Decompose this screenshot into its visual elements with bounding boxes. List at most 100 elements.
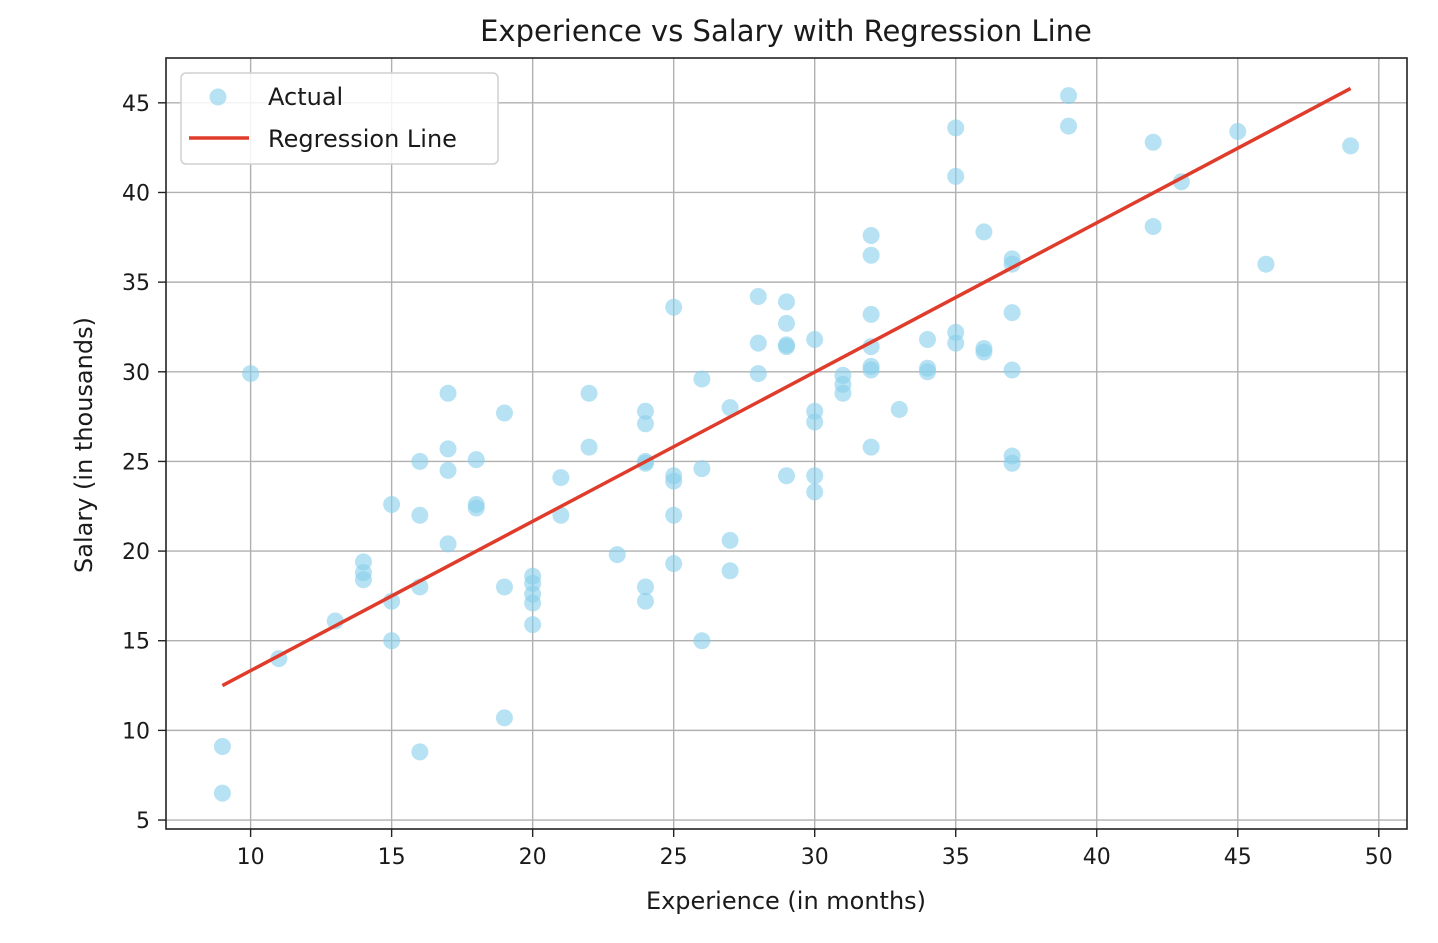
y-tick-label: 20 [122,540,150,565]
data-point [1257,255,1275,273]
data-point [919,331,937,349]
chart-title: Experience vs Salary with Regression Lin… [480,14,1092,48]
data-point [665,555,683,573]
data-point [1144,133,1162,151]
data-point [636,578,654,596]
data-point [383,495,401,513]
y-tick-label: 5 [136,809,150,834]
data-point [806,483,824,501]
data-point [862,227,880,245]
data-point [693,460,711,478]
data-point [411,506,429,524]
x-tick-label: 10 [237,845,265,870]
data-point [1003,361,1021,379]
x-tick-label: 45 [1224,845,1252,870]
data-point [495,709,513,727]
data-point [580,384,598,402]
data-point [552,506,570,524]
data-point [439,535,457,553]
data-point [552,469,570,487]
data-point [665,472,683,490]
data-point [862,305,880,323]
data-point [778,314,795,332]
data-point [608,546,626,564]
data-point [806,331,824,349]
data-point [665,506,683,524]
data-point [467,499,485,517]
data-point [919,363,937,381]
data-point [975,223,993,241]
y-tick-label: 10 [122,719,150,744]
legend: Actual Regression Line [180,72,499,165]
legend-regression-label: Regression Line [268,125,457,153]
data-point [1144,218,1162,236]
data-point [439,461,457,479]
data-point [834,384,852,402]
y-axis-label: Salary (in thousands) [70,317,98,573]
data-point [383,632,401,650]
data-point [947,119,965,137]
data-point [721,562,739,580]
data-point [1003,304,1021,322]
y-tick-label: 15 [122,630,150,655]
data-point [1229,123,1247,141]
data-point [721,531,739,549]
scatter-points [213,87,1360,802]
data-point [862,338,880,356]
x-tick-label: 35 [942,845,970,870]
regression-line-layer [221,86,1352,688]
plot-area-frame [165,57,1408,830]
x-tick-label: 20 [519,845,547,870]
data-point [636,592,654,610]
data-point [1003,454,1021,472]
data-point [1060,117,1078,135]
legend-actual-marker [209,88,227,106]
data-point [495,578,513,596]
data-point [1342,137,1360,155]
data-point [947,167,965,185]
x-tick-label: 30 [801,845,829,870]
y-tick-label: 30 [122,361,150,386]
data-point [665,298,683,316]
x-tick-label: 15 [378,845,406,870]
data-point [439,440,457,458]
data-point [636,415,654,433]
data-point [862,246,880,264]
data-point [749,334,767,352]
data-point [524,616,542,634]
data-point [806,467,824,485]
data-point [495,404,513,422]
y-tick-label: 40 [122,181,150,206]
x-tick-label: 50 [1365,845,1393,870]
data-point [467,451,485,469]
data-point [636,402,654,420]
data-point [862,438,880,456]
data-point [975,343,993,361]
legend-box [180,72,499,165]
data-point [778,338,795,356]
data-point [721,399,739,417]
y-tick-label: 45 [122,92,150,117]
data-point [693,632,711,650]
data-point [580,438,598,456]
data-point [1060,87,1078,105]
data-point [439,384,457,402]
data-point [693,370,711,388]
data-point [778,293,795,311]
regression-line [221,86,1352,688]
data-point [411,452,429,470]
data-point [524,594,542,612]
data-point [862,361,880,379]
data-point [242,365,260,383]
data-point [749,365,767,383]
grid-lines [166,58,1407,829]
data-point [354,571,372,589]
axis-ticks: 10 15 20 25 30 35 40 45 50 5 10 15 20 25 30 35 40 45 [122,92,1393,870]
data-point [890,400,908,418]
x-tick-label: 40 [1083,845,1111,870]
x-axis-label: Experience (in months) [646,887,926,915]
y-tick-label: 25 [122,450,150,475]
y-tick-label: 35 [122,271,150,296]
